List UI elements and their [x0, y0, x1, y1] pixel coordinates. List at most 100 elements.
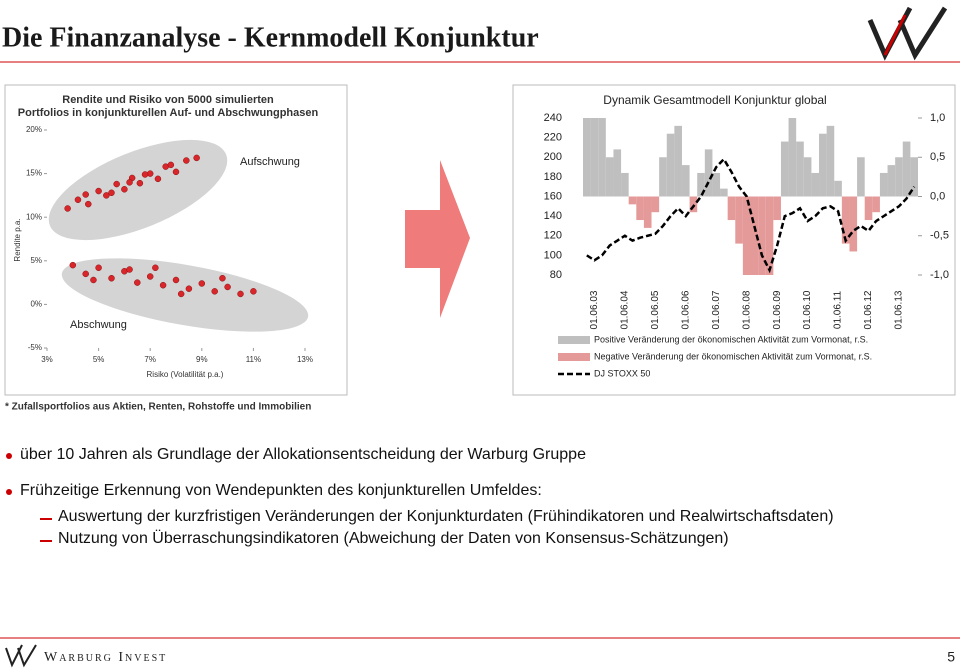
point — [185, 285, 193, 292]
scatter-chart: Rendite und Risiko von 5000 simulierten P… — [13, 94, 318, 379]
y-tick-label: 10% — [26, 212, 42, 221]
bar-line-chart: Dynamik Gesamtmodell Konjunktur global 80… — [544, 93, 949, 378]
bar — [887, 165, 896, 197]
x-tick-label: 11% — [246, 355, 261, 364]
bar — [659, 157, 667, 197]
bar — [681, 165, 690, 197]
y-tick-label: 220 — [544, 132, 562, 144]
x-tick-label: 01.06.09 — [772, 290, 783, 329]
y2-tick-label: 1,0 — [930, 112, 945, 124]
bar — [643, 196, 652, 228]
point — [172, 168, 180, 176]
cluster-halo — [48, 139, 228, 241]
bar — [712, 172, 721, 197]
sub-bullet-text: Auswertung der kurzfristigen Veränderung… — [58, 508, 834, 525]
bar — [910, 157, 918, 197]
bar — [811, 172, 820, 197]
bar — [750, 196, 759, 275]
bar — [674, 125, 682, 197]
y-axis-label: Rendite p.a. — [13, 218, 22, 261]
point — [82, 191, 89, 198]
bar — [742, 196, 751, 275]
point — [126, 266, 133, 273]
legend-label: Positive Veränderung der ökonomischen Ak… — [594, 334, 868, 344]
bar — [788, 118, 797, 197]
bar — [803, 157, 812, 197]
y-tick-label: 5% — [30, 256, 42, 265]
point — [95, 264, 102, 272]
x-tick-label: 01.06.07 — [711, 290, 722, 329]
bar — [704, 149, 713, 197]
bar — [758, 196, 766, 275]
point — [177, 290, 185, 298]
bar — [583, 118, 591, 197]
point — [198, 280, 206, 287]
annotation: Abschwung — [70, 319, 127, 331]
y-tick-label: 0% — [30, 300, 42, 309]
x-tick-label: 01.06.12 — [863, 290, 874, 329]
y2-tick-label: -1,0 — [930, 269, 949, 281]
x-tick-label: 13% — [297, 355, 313, 364]
point — [82, 270, 89, 278]
x-axis-label: Risiko (Volatilität p.a.) — [147, 370, 224, 379]
bar — [879, 172, 888, 197]
slide-title: Die Finanzanalyse - Kernmodell Konjunktu… — [2, 22, 539, 53]
y-tick-label: -5% — [28, 343, 42, 352]
point — [211, 288, 218, 295]
bar — [720, 188, 728, 197]
bar — [598, 118, 606, 197]
bar — [796, 141, 804, 197]
point — [108, 274, 115, 282]
footnote: * Zufallsportfolios aus Aktien, Renten, … — [5, 402, 311, 413]
point — [224, 283, 231, 291]
bullet-text: Frühzeitige Erkennung von Wendepunkten d… — [20, 482, 542, 499]
point — [219, 274, 226, 282]
y-tick-label: 200 — [544, 151, 562, 163]
page-number: 5 — [947, 649, 955, 665]
point — [64, 205, 71, 212]
bar — [834, 180, 842, 197]
point — [172, 276, 180, 284]
bar — [621, 172, 629, 197]
x-tick-label: 01.06.11 — [833, 290, 844, 329]
chart-title: Dynamik Gesamtmodell Konjunktur global — [603, 93, 826, 107]
y2-tick-label: 0,0 — [930, 190, 945, 202]
legend-swatch — [558, 336, 590, 344]
y-tick-label: 180 — [544, 171, 562, 183]
bar — [902, 141, 911, 197]
dash — [40, 518, 52, 520]
point — [193, 154, 200, 162]
y-tick-label: 140 — [544, 210, 562, 222]
x-tick-label: 01.06.03 — [589, 290, 600, 329]
dash — [40, 540, 52, 542]
x-tick-label: 01.06.13 — [894, 290, 905, 329]
point — [152, 264, 159, 272]
bar — [773, 196, 781, 221]
bar — [872, 196, 880, 213]
bar — [697, 172, 705, 197]
bar — [590, 118, 599, 197]
point — [154, 175, 162, 183]
x-tick-label: 9% — [196, 355, 208, 364]
bar — [849, 196, 858, 252]
legend-label: DJ STOXX 50 — [594, 368, 650, 378]
point — [90, 276, 97, 284]
bullet-dot — [6, 489, 12, 495]
point — [136, 179, 144, 187]
point — [237, 290, 244, 298]
legend-swatch — [558, 353, 590, 361]
y-tick-label: 80 — [550, 269, 562, 281]
y2-tick-label: -0,5 — [930, 230, 949, 242]
point — [134, 279, 141, 286]
bar — [605, 157, 614, 197]
logo-accent — [883, 14, 907, 56]
bar — [857, 157, 865, 197]
bar — [826, 125, 835, 197]
point — [250, 288, 257, 295]
point — [95, 187, 102, 195]
x-tick-label: 01.06.08 — [741, 290, 752, 329]
right-chart-frame — [512, 84, 956, 396]
y-tick-label: 20% — [26, 125, 42, 134]
bar — [613, 149, 622, 197]
